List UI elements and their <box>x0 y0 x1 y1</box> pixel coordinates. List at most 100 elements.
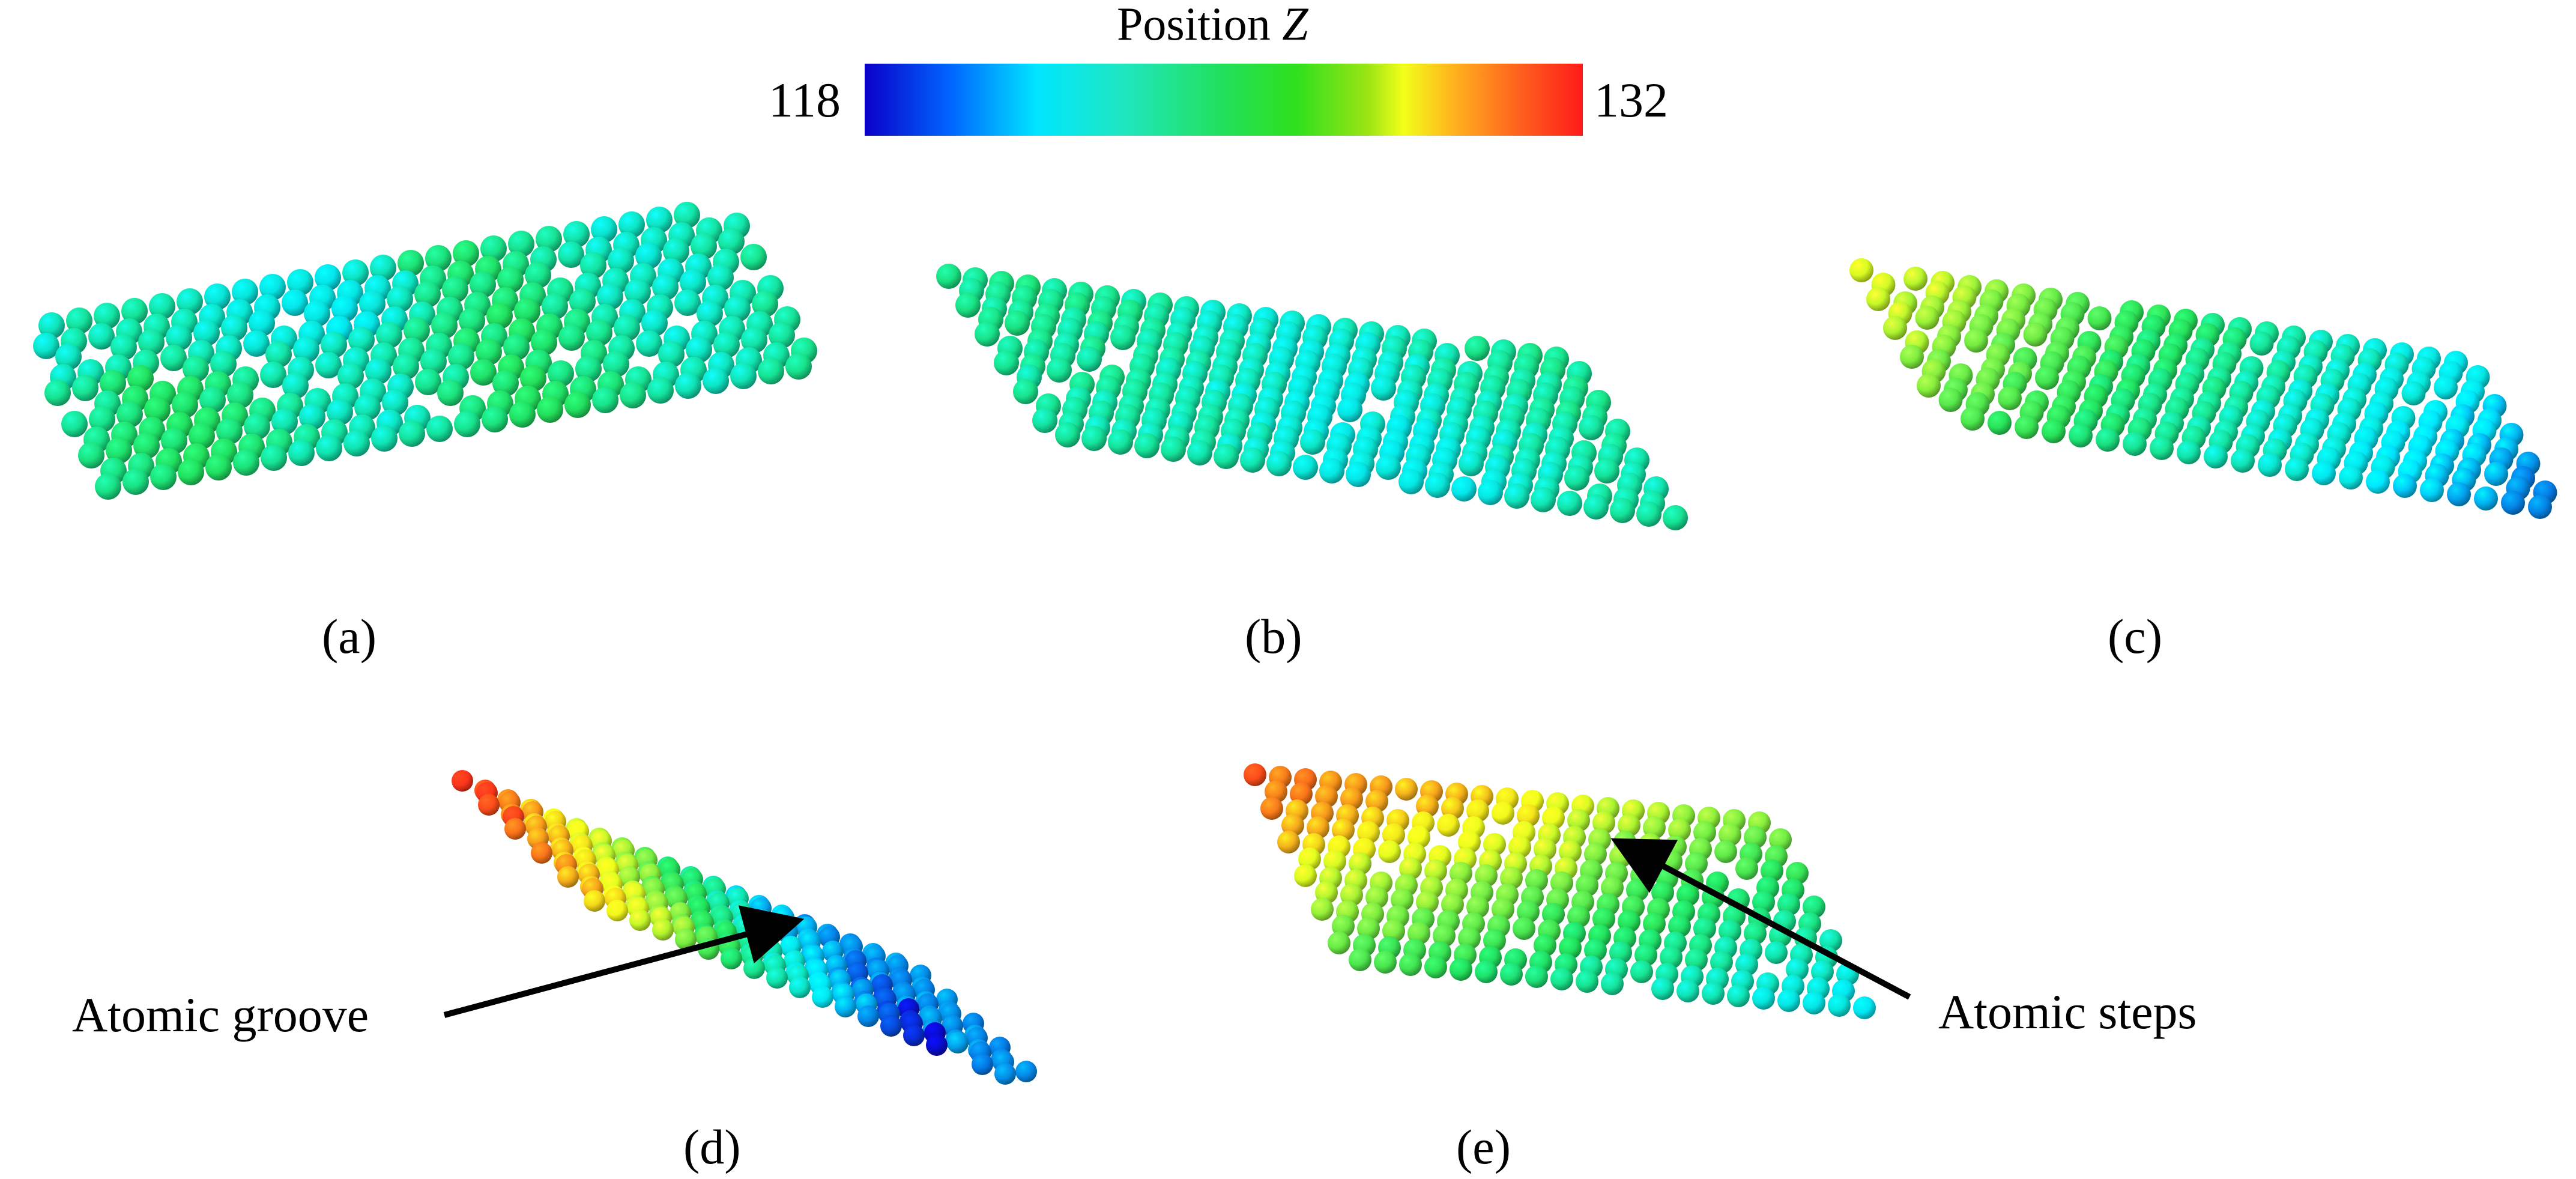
atom-sphere <box>972 1053 993 1075</box>
atom-sphere <box>1395 778 1418 801</box>
atom-sphere <box>454 411 480 437</box>
atom-sphere <box>382 389 408 416</box>
atom-sphere <box>327 399 353 425</box>
atom-sphere <box>1583 494 1609 520</box>
atom-sphere <box>1214 444 1239 469</box>
atom-sphere <box>1398 469 1424 494</box>
atom-sphere <box>480 235 507 262</box>
atom-sphere <box>2434 375 2458 399</box>
atom-sphere <box>293 336 319 363</box>
atom-sphere <box>586 320 612 346</box>
atom-sphere <box>1244 763 1266 786</box>
atom-sphere <box>608 247 634 274</box>
atom-sphere <box>415 369 441 395</box>
colorbar-title: Position Z <box>1117 0 1308 48</box>
atom-sphere <box>260 362 286 388</box>
atom-sphere <box>1015 1061 1037 1082</box>
atom-sphere <box>743 957 765 979</box>
atom-sphere <box>1346 462 1371 487</box>
atom-sphere <box>94 303 120 329</box>
atom-sphere <box>994 350 1019 375</box>
panel-label-e: (e) <box>1456 1120 1511 1174</box>
panel-label-c: (c) <box>2108 609 2163 664</box>
atom-sphere <box>975 321 1000 347</box>
atom-sphere <box>2258 453 2282 477</box>
atom-sphere <box>288 440 315 466</box>
atom-sphere <box>1337 397 1362 422</box>
atom-sphere <box>470 359 497 386</box>
atom-sphere <box>1727 984 1750 1007</box>
atom-sphere <box>376 322 402 348</box>
atom-sphere <box>620 382 646 408</box>
atom-sphere <box>504 818 526 840</box>
atom-sphere <box>758 358 784 384</box>
atom-sphere <box>177 288 203 315</box>
atom-sphere <box>537 396 563 423</box>
atom-sphere <box>1376 455 1401 480</box>
atom-sphere <box>520 365 546 392</box>
atom-sphere <box>316 435 342 461</box>
atom-sphere <box>216 418 243 444</box>
atom-sphere <box>343 430 370 456</box>
panel-label-d: (d) <box>683 1120 741 1174</box>
atom-sphere <box>675 372 701 399</box>
atom-sphere <box>2023 323 2048 347</box>
atom-sphere <box>558 241 584 268</box>
atom-sphere <box>259 274 286 300</box>
atom-sphere <box>569 288 596 315</box>
atom-sphere <box>647 377 674 404</box>
atom-sphere <box>2393 474 2417 498</box>
atom-sphere <box>2501 491 2525 515</box>
atom-sphere <box>1374 951 1397 974</box>
atom-sphere <box>2204 444 2228 468</box>
atom-sphere <box>718 228 745 255</box>
atom-sphere <box>497 267 524 293</box>
atom-sphere <box>675 929 697 950</box>
atom-sphere <box>1579 415 1604 440</box>
atom-sphere <box>1032 408 1057 433</box>
atom-sphere <box>199 387 226 413</box>
atom-sphere <box>459 308 485 334</box>
atom-sphere <box>741 327 767 353</box>
atom-sphere <box>243 330 270 357</box>
atom-sphere <box>1240 447 1265 473</box>
atom-sphere <box>110 334 137 360</box>
atom-sphere <box>652 274 679 300</box>
atom-sphere <box>1900 345 1924 369</box>
atom-sphere <box>548 360 574 387</box>
atom-sphere <box>261 444 287 471</box>
atom-sphere <box>508 231 534 257</box>
atom-sphere <box>304 300 330 327</box>
atom-sphere <box>1500 963 1523 986</box>
atom-sphere <box>166 324 192 351</box>
atom-sphere <box>476 339 502 365</box>
atom-sphere <box>1752 987 1775 1010</box>
atom-sphere <box>1630 960 1653 983</box>
atom-sphere <box>1349 948 1371 971</box>
atom-sphere <box>1450 958 1472 981</box>
atom-sphere <box>1378 840 1401 863</box>
atom-sphere <box>936 264 961 289</box>
atom-sphere <box>2069 423 2093 447</box>
atom-sphere <box>66 308 92 334</box>
atom-sphere <box>1576 970 1598 993</box>
atom-sphere <box>116 401 143 428</box>
atom-sphere <box>769 322 795 348</box>
atom-sphere <box>947 1032 969 1053</box>
atom-sphere <box>1492 802 1514 825</box>
atom-sphere <box>1475 960 1498 983</box>
atom-sphere <box>2123 432 2147 456</box>
atom-sphere <box>1853 996 1876 1019</box>
atom-sphere <box>210 351 237 377</box>
atom-sphere <box>2249 332 2274 356</box>
atom-sphere <box>420 348 447 375</box>
annotation-atomic-groove: Atomic groove <box>72 987 369 1042</box>
atom-sphere <box>478 794 500 816</box>
atom-sphere <box>503 334 530 360</box>
atom-sphere <box>1013 379 1038 404</box>
atom-sphere <box>536 226 562 252</box>
atom-sphere <box>691 233 717 259</box>
atom-sphere <box>624 279 651 305</box>
atom-sphere <box>1803 992 1825 1014</box>
atom-sphere <box>1765 941 1788 964</box>
